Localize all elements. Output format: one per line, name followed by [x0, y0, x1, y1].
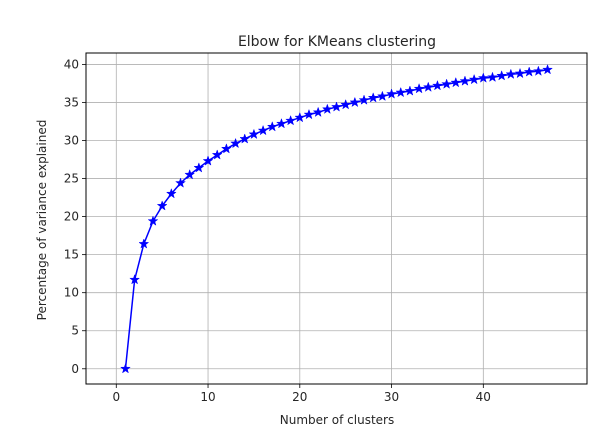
data-point-marker — [248, 128, 260, 140]
x-tick-label: 20 — [292, 390, 307, 404]
y-tick-label: 30 — [64, 134, 79, 148]
data-point-marker — [441, 78, 453, 89]
data-point-marker — [220, 143, 232, 154]
data-point-marker — [312, 106, 324, 118]
series-line — [124, 69, 548, 369]
chart-title: Elbow for KMeans clustering — [238, 34, 436, 50]
data-point-marker — [349, 96, 361, 108]
data-point-marker — [487, 71, 498, 83]
data-point-marker — [514, 67, 526, 79]
data-point-marker — [431, 79, 443, 91]
axis-ticks: 0 10 20 30 40 0 5 10 15 20 25 30 35 40 — [64, 57, 491, 404]
plot-frame — [85, 52, 588, 385]
data-point-marker — [459, 75, 471, 86]
data-point-marker — [138, 238, 150, 249]
y-tick-label: 40 — [64, 57, 79, 71]
data-point-marker — [184, 168, 196, 180]
data-point-marker — [340, 98, 352, 110]
data-point-marker — [477, 72, 489, 83]
data-point-marker — [367, 92, 379, 103]
data-point-marker — [523, 66, 535, 77]
data-point-marker — [404, 85, 416, 96]
data-point-marker — [156, 200, 168, 211]
data-point-marker — [358, 94, 370, 105]
data-point-marker — [376, 90, 388, 102]
y-axis-label: Percentage of variance explained — [35, 120, 49, 321]
data-point-marker — [496, 70, 508, 81]
data-point-marker — [257, 124, 269, 136]
data-point-marker — [193, 162, 205, 173]
data-point-marker — [230, 137, 242, 149]
data-point-marker — [147, 215, 159, 226]
data-point-marker — [468, 73, 480, 85]
data-point-marker — [413, 82, 425, 94]
data-point-marker — [331, 101, 342, 112]
data-point-marker — [266, 121, 278, 132]
data-point-marker — [119, 363, 131, 374]
data-point-marker — [303, 108, 315, 120]
data-point-marker — [505, 68, 517, 79]
x-tick-label: 10 — [200, 390, 215, 404]
data-point-marker — [202, 155, 214, 166]
data-point-marker — [175, 177, 186, 188]
data-point-marker — [294, 111, 306, 123]
data-point-marker — [386, 88, 398, 99]
y-tick-label: 0 — [71, 362, 79, 376]
data-point-marker — [285, 114, 297, 126]
data-point-marker — [321, 103, 333, 114]
x-tick-label: 30 — [384, 390, 399, 404]
data-point-marker — [211, 149, 223, 160]
y-tick-label: 35 — [64, 95, 79, 109]
data-point-marker — [165, 188, 177, 199]
y-tick-label: 15 — [64, 248, 79, 262]
data-point-marker — [532, 65, 544, 76]
x-tick-label: 0 — [112, 390, 120, 404]
y-tick-label: 10 — [64, 286, 79, 300]
data-point-marker — [450, 76, 462, 88]
y-tick-label: 25 — [64, 172, 79, 186]
y-tick-label: 20 — [64, 210, 79, 224]
data-point-marker — [422, 81, 434, 92]
y-tick-label: 5 — [71, 324, 79, 338]
data-point-marker — [542, 63, 554, 75]
data-point-marker — [395, 86, 407, 98]
x-axis-label: Number of clusters — [280, 413, 394, 427]
series-layer — [119, 63, 554, 374]
data-point-marker — [129, 273, 141, 285]
x-tick-label: 40 — [476, 390, 491, 404]
data-point-marker — [239, 133, 251, 144]
data-point-marker — [275, 118, 287, 129]
